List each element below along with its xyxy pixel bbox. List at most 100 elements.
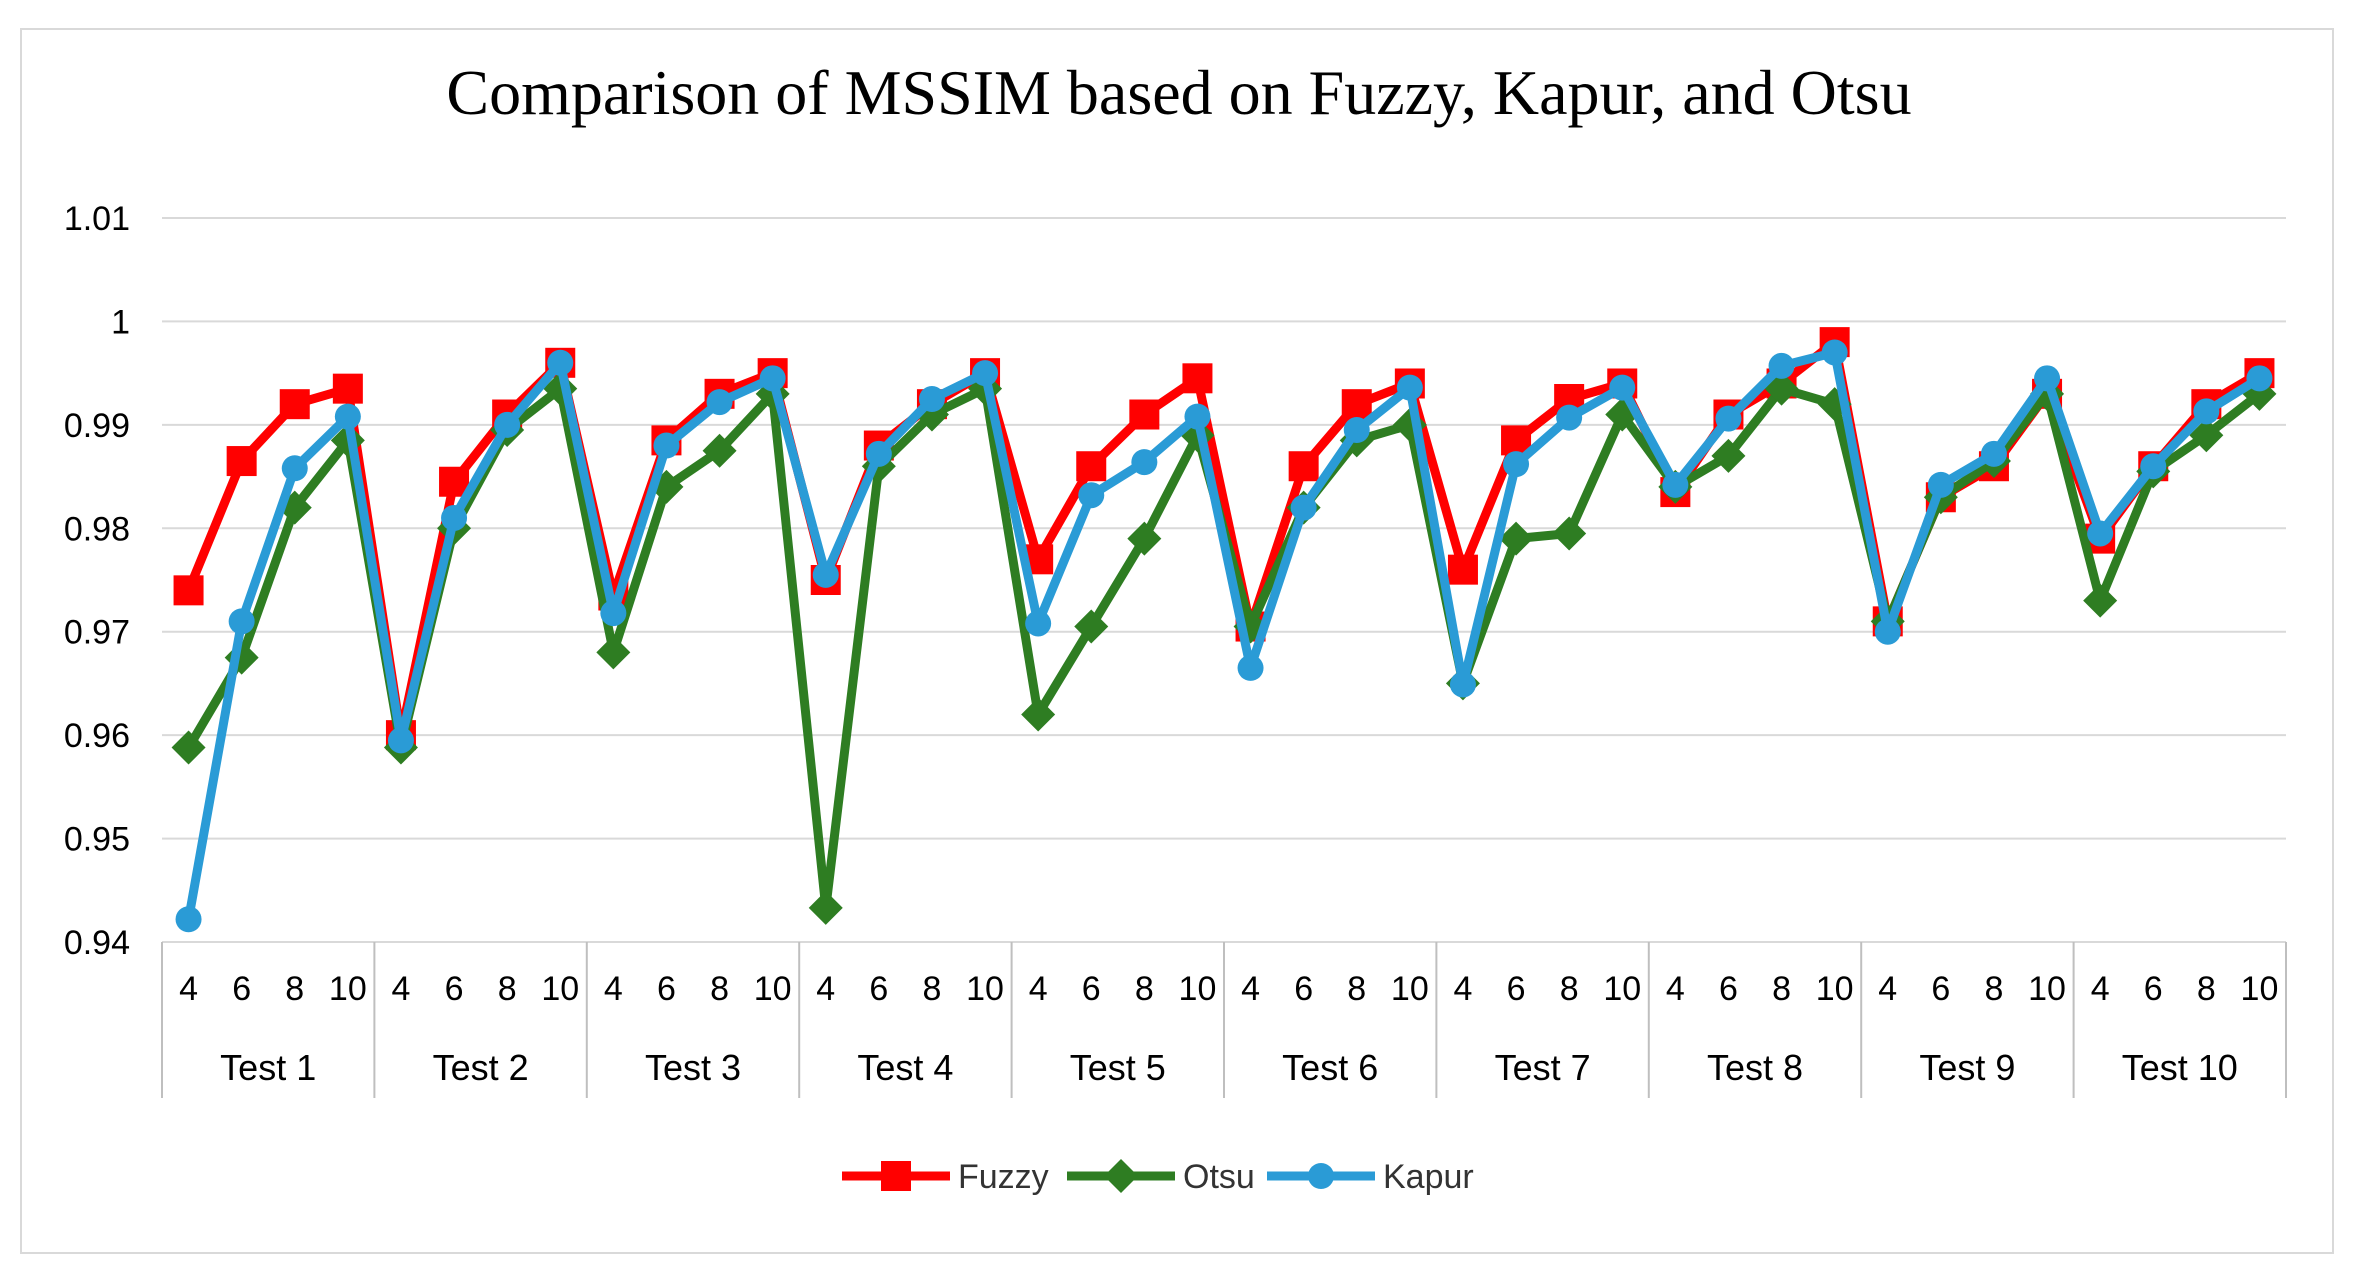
x-tick-label: 6 <box>1931 970 1950 1008</box>
x-tick-label: 8 <box>1135 970 1154 1008</box>
fuzzy-point <box>1288 451 1319 482</box>
otsu-point <box>1711 438 1746 473</box>
kapur-point <box>1184 403 1211 430</box>
fuzzy-point <box>173 575 204 606</box>
kapur-point <box>1343 417 1370 444</box>
x-tick-label: 6 <box>1507 970 1526 1008</box>
kapur-point <box>2140 453 2167 480</box>
x-tick-label: 10 <box>2241 970 2279 1008</box>
legend-fuzzy-marker <box>881 1161 911 1191</box>
legend-fuzzy-label: Fuzzy <box>958 1158 1049 1196</box>
legend-otsu-marker <box>1104 1159 1138 1193</box>
chart-frame: Comparison of MSSIM based on Fuzzy, Kapu… <box>20 28 2334 1254</box>
otsu-line <box>184 384 2263 913</box>
kapur-point <box>1768 352 1795 379</box>
kapur-point <box>706 389 733 416</box>
legend-otsu-label: Otsu <box>1183 1158 1255 1196</box>
x-tick-label: 4 <box>179 970 198 1008</box>
kapur-point <box>1715 405 1742 432</box>
x-group-label: Test 8 <box>1707 1047 1803 1088</box>
gridlines <box>162 217 2286 943</box>
x-group-label: Test 7 <box>1495 1047 1591 1088</box>
x-group-label: Test 10 <box>2122 1047 2238 1088</box>
legend-kapur-label: Kapur <box>1383 1158 1474 1196</box>
kapur-line <box>184 348 2262 920</box>
x-tick-label: 4 <box>1878 970 1897 1008</box>
x-tick-label: 8 <box>2197 970 2216 1008</box>
x-tick-label: 10 <box>754 970 792 1008</box>
kapur-point <box>1290 494 1317 521</box>
x-tick-label: 8 <box>1984 970 2003 1008</box>
x-tick-label: 10 <box>329 970 367 1008</box>
otsu-point <box>1127 521 1162 556</box>
otsu-point <box>1552 516 1587 551</box>
series-lines <box>171 327 2277 933</box>
otsu-point <box>171 730 206 765</box>
kapur-point <box>2034 365 2061 392</box>
kapur-point <box>1821 339 1848 366</box>
x-tick-label: 6 <box>2144 970 2163 1008</box>
kapur-point <box>600 600 627 627</box>
otsu-point <box>596 635 631 670</box>
kapur-point <box>2246 365 2273 392</box>
x-tick-label: 4 <box>2091 970 2110 1008</box>
kapur-point <box>812 561 839 588</box>
x-tick-label: 6 <box>1719 970 1738 1008</box>
x-tick-label: 8 <box>285 970 304 1008</box>
x-tick-label: 6 <box>1294 970 1313 1008</box>
y-tick-label: 0.94 <box>64 924 130 962</box>
kapur-point <box>334 403 361 430</box>
x-group-label: Test 2 <box>433 1047 529 1088</box>
x-group-label: Test 6 <box>1282 1047 1378 1088</box>
y-tick-label: 0.99 <box>64 407 130 445</box>
otsu-point <box>1074 609 1109 644</box>
fuzzy-point <box>1129 399 1160 430</box>
x-tick-label: 8 <box>498 970 517 1008</box>
fuzzy-point <box>226 446 257 477</box>
x-tick-label: 4 <box>1241 970 1260 1008</box>
y-axis-ticks: 0.94 0.95 0.96 0.97 0.98 0.99 1 1.01 <box>64 200 130 962</box>
x-tick-label: 6 <box>232 970 251 1008</box>
x-tick-label: 8 <box>1560 970 1579 1008</box>
y-tick-label: 1 <box>111 303 130 341</box>
kapur-point <box>1927 471 1954 498</box>
kapur-point <box>1449 671 1476 698</box>
kapur-point <box>1662 471 1689 498</box>
fuzzy-point <box>1447 554 1478 585</box>
otsu-point <box>808 890 843 925</box>
y-tick-label: 0.95 <box>64 821 130 859</box>
kapur-point <box>972 360 999 387</box>
x-tick-label: 4 <box>1666 970 1685 1008</box>
kapur-point <box>865 440 892 467</box>
x-tick-label: 10 <box>1391 970 1429 1008</box>
x-tick-label: 10 <box>2028 970 2066 1008</box>
x-tick-label: 6 <box>869 970 888 1008</box>
x-axis: 4 6 8 10 4 6 8 10 4 6 8 10 4 6 8 10 4 6 8 10 4 6 8 10 4 6 8 10 4 6 8 10… <box>161 942 2287 1098</box>
kapur-point <box>441 504 468 531</box>
fuzzy-point <box>1076 451 1107 482</box>
x-tick-label: 8 <box>710 970 729 1008</box>
kapur-point <box>1874 618 1901 645</box>
x-tick-label: 10 <box>541 970 579 1008</box>
kapur-point <box>1396 374 1423 401</box>
kapur-point <box>281 455 308 482</box>
x-group-label: Test 5 <box>1070 1047 1166 1088</box>
kapur-point <box>1025 610 1052 637</box>
x-tick-label: 8 <box>1772 970 1791 1008</box>
x-tick-label: 8 <box>922 970 941 1008</box>
kapur-point <box>1980 440 2007 467</box>
otsu-point <box>702 433 737 468</box>
otsu-point <box>2189 418 2224 453</box>
kapur-point <box>175 906 202 933</box>
x-tick-label: 4 <box>1453 970 1472 1008</box>
y-tick-label: 1.01 <box>64 200 130 238</box>
otsu-point <box>1021 697 1056 732</box>
x-tick-label: 6 <box>445 970 464 1008</box>
x-group-label: Test 3 <box>645 1047 741 1088</box>
chart-title: Comparison of MSSIM based on Fuzzy, Kapu… <box>446 57 1911 128</box>
x-tick-label: 6 <box>1082 970 1101 1008</box>
fuzzy-point <box>279 389 310 420</box>
x-group-label: Test 1 <box>220 1047 316 1088</box>
kapur-point <box>1078 482 1105 509</box>
x-tick-label: 4 <box>1029 970 1048 1008</box>
